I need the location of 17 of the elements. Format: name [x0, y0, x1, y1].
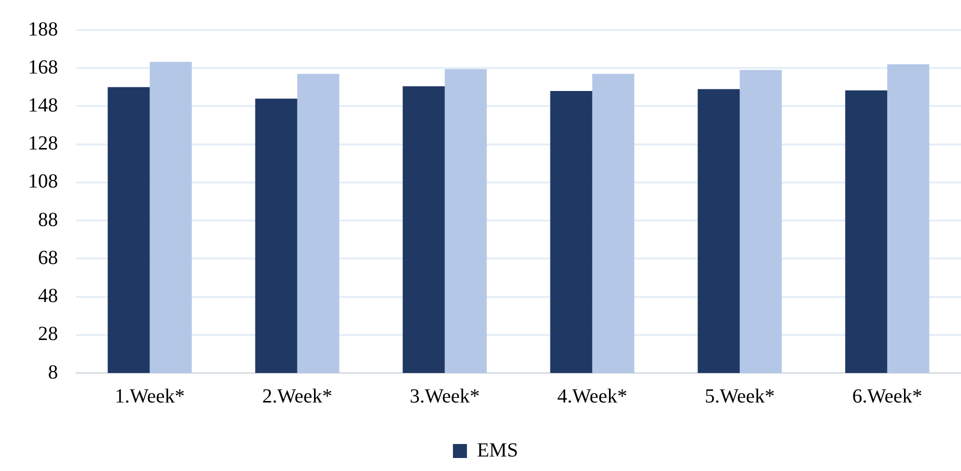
legend-label: EMS: [476, 439, 518, 462]
x-tick-label: 4.Week*: [557, 385, 628, 408]
y-tick-label: 88: [38, 208, 58, 231]
x-tick-label: 3.Week*: [410, 385, 480, 408]
y-tick-label: 188: [28, 18, 58, 40]
y-tick-label: 68: [38, 246, 58, 269]
x-tick-label: 2.Week*: [262, 385, 332, 408]
y-tick-label: 128: [28, 132, 58, 155]
y-tick-label: 168: [28, 56, 58, 78]
x-tick-label: 5.Week*: [704, 385, 775, 408]
y-tick-label: 148: [28, 94, 58, 116]
y-tick-label: 108: [28, 170, 58, 193]
y-tick-label: 48: [38, 285, 58, 308]
y-tick-label: 28: [38, 323, 58, 346]
y-tick-label: 8: [48, 361, 58, 384]
x-tick-label: 6.Week*: [852, 385, 922, 408]
x-tick-label: 1.Week*: [114, 385, 185, 408]
